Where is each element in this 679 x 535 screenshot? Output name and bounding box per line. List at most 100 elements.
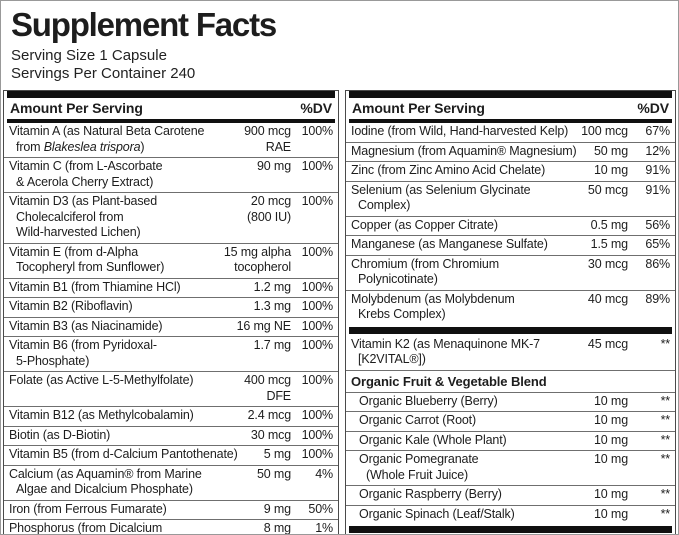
column-header: Amount Per Serving %DV [4,98,338,119]
nutrient-row: Iodine (from Wild, Hand-harvested Kelp) 1… [346,123,675,142]
servings-per-container-text: Servings Per Container 240 [11,65,196,83]
nutrient-amount: 100 mcg [581,124,628,139]
nutrient-name: Biotin (as D-Biotin) [9,427,111,442]
nutrient-row: Organic Blueberry (Berry) 10 mg ** [346,391,675,412]
header-bar-thick [7,91,335,99]
nutrient-dv: 100% [301,299,334,314]
nutrient-name: Vitamin A (as Natural Beta Carotene from… [9,124,205,154]
label-header: Supplement Facts Serving Size 1 Capsule … [1,1,678,83]
nutrient-dv: ** [660,432,671,447]
nutrient-amount: 50 mg [257,466,291,481]
nutrient-amount: 10 mg [594,506,628,521]
nutrient-amount: 0.5 mg [590,217,628,232]
nutrient-name: Organic Pomegranate (Whole Fruit Juice) [359,452,479,482]
nutrient-amount: 45 mcg [587,336,628,351]
nutrient-dv: 100% [301,194,334,209]
nutrient-row: Copper (as Copper Citrate) 0.5 mg 56% [346,215,675,236]
nutrient-dv: ** [660,452,671,467]
nutrient-row: Vitamin B6 (from Pyridoxal- 5-Phosphate)… [4,336,338,371]
nutrient-name: Organic Carrot (Root) [359,413,477,428]
page-title: Supplement Facts [11,6,277,43]
nutrient-name: Manganese (as Manganese Sulfate) [351,237,548,252]
nutrient-row: Calcium (as Aquamin® from Marine Algae a… [4,464,338,500]
nutrient-dv: 100% [301,447,334,462]
nutrient-dv: 100% [301,124,334,139]
nutrient-amount: 10 mg [594,432,628,447]
nutrient-row: Molybdenum (as Molybdenum Krebs Complex)… [346,289,675,325]
nutrient-dv: 91% [645,182,670,197]
nutrient-row: Folate (as Active L-5-Methylfolate) 400 m… [4,371,338,406]
nutrient-name: Magnesium (from Aquamin® Magnesium) [351,143,577,158]
nutrient-dv: 100% [301,159,334,174]
nutrient-row: Selenium (as Selenium Glycinate Complex)… [346,180,675,216]
nutrient-amount: 30 mcg [250,427,291,442]
nutrient-name: Calcium (as Aquamin® from Marine Algae a… [9,466,202,497]
nutrient-row: Phosphorus (from Dicalcium Phosphate) 8 m… [4,519,338,535]
nutrient-row: Vitamin B5 (from d-Calcium Pantothenate)… [4,445,338,465]
nutrient-dv: 91% [645,163,670,178]
nutrient-row: Organic Kale (Whole Plant) 10 mg ** [346,430,675,451]
header-bar-medium [7,119,335,124]
nutrient-dv: 100% [301,279,334,294]
nutrient-amount: 40 mcg [587,291,628,306]
nutrient-name: Vitamin B3 (as Niacinamide) [9,318,163,333]
nutrient-dv: 86% [645,256,670,271]
nutrient-dv: ** [660,393,671,408]
nutrient-name: Molybdenum (as Molybdenum Krebs Complex) [351,291,515,322]
nutrient-name: Folate (as Active L-5-Methylfolate) [9,373,194,388]
nutrient-row: Vitamin E (from d-Alpha Tocopheryl from … [4,242,338,278]
nutrient-dv: ** [660,487,671,502]
nutrient-name: Vitamin B6 (from Pyridoxal- 5-Phosphate) [9,338,157,368]
nutrient-amount: 10 mg [594,163,628,178]
nutrient-dv: 65% [645,237,670,252]
nutrient-row: Biotin (as D-Biotin) 30 mcg 100% [4,425,338,446]
section-divider-bar [349,526,672,534]
nutrient-row: Vitamin K2 (as Menaquinone MK-7 [K2VITAL… [346,336,675,370]
nutrient-name: Vitamin E (from d-Alpha Tocopheryl from … [9,244,165,275]
nutrient-row: Vitamin C (from L-Ascorbate & Acerola Ch… [4,157,338,192]
nutrient-amount: 50 mg [594,143,628,158]
nutrient-dv: 100% [301,338,334,353]
nutrient-row: Organic Carrot (Root) 10 mg ** [346,411,675,431]
nutrient-name: Vitamin B12 (as Methylcobalamin) [9,408,194,423]
header-bar-medium [349,119,672,124]
nutrient-row: Manganese (as Manganese Sulfate) 1.5 mg 65… [346,235,675,255]
nutrient-dv: ** [660,413,671,428]
nutrient-name: Organic Spinach (Leaf/Stalk) [359,506,515,521]
nutrient-amount: 15 mg alpha tocopherol [223,244,291,275]
nutrient-name: Vitamin D3 (as Plant-based Cholecalcifer… [9,194,158,240]
nutrient-row: Vitamin B1 (from Thiamine HCl) 1.2 mg 100% [4,277,338,298]
nutrient-row: Organic Raspberry (Berry) 10 mg ** [346,485,675,505]
nutrient-row: Vitamin B3 (as Niacinamide) 16 mg NE 100% [4,316,338,337]
nutrient-row: Vitamin B12 (as Methylcobalamin) 2.4 mcg 1… [4,406,338,426]
nutrient-name: Zinc (from Zinc Amino Acid Chelate) [351,163,546,178]
header-bar-thick [349,91,672,99]
nutrient-name: Organic Raspberry (Berry) [359,487,502,502]
nutrient-amount: 2.4 mcg [247,408,292,423]
nutrient-name: Chromium (from Chromium Polynicotinate) [351,256,499,287]
nutrient-amount: 1.3 mg [253,299,291,314]
nutrient-amount: 16 mg NE [236,318,292,333]
nutrient-dv: 50% [308,501,333,516]
nutrient-amount: 90 mg [257,159,291,174]
nutrient-dv: ** [660,336,671,351]
nutrient-name: Copper (as Copper Citrate) [351,217,498,232]
nutrient-dv: 89% [645,291,670,306]
blend-section-header: Organic Fruit & Vegetable Blend [346,369,675,392]
amount-per-serving-label: Amount Per Serving [10,100,143,117]
nutrient-amount: 1.2 mg [253,279,291,294]
nutrient-dv: 100% [301,427,334,442]
nutrient-dv: ** [660,506,671,521]
nutrient-dv: 100% [301,408,334,423]
nutrient-name: Vitamin B1 (from Thiamine HCl) [9,279,181,294]
nutrient-row: Magnesium (from Aquamin® Magnesium) 50 mg… [346,141,675,162]
nutrient-dv: 100% [301,318,334,333]
left-nutrient-rows: Vitamin A (as Natural Beta Carotene from… [4,123,338,535]
dv-label: %DV [637,100,669,117]
nutrient-name: Vitamin C (from L-Ascorbate & Acerola Ch… [9,159,163,189]
nutrient-dv: 67% [645,124,670,139]
nutrient-amount: 10 mg [594,393,628,408]
dv-label: %DV [300,100,332,117]
serving-size-text: Serving Size 1 Capsule [11,47,167,65]
nutrient-amount: 8 mg [263,521,291,535]
